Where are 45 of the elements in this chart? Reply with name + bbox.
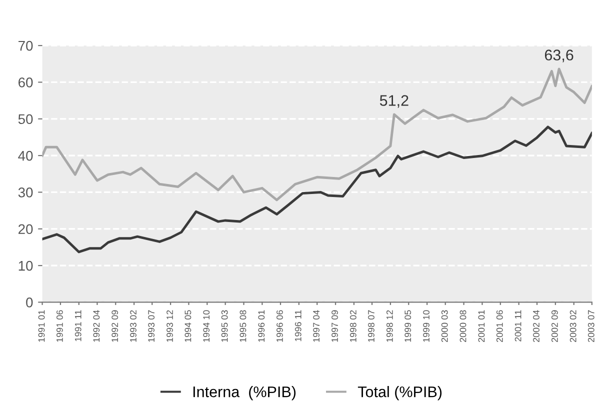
x-tick-label: 1991 06	[56, 310, 63, 342]
x-tick-label: 1995 08	[240, 310, 246, 342]
x-tick-label: 2000 08	[460, 310, 466, 342]
x-tick-label: 1997 09	[332, 310, 338, 342]
x-tick-label: 2003 07	[588, 310, 594, 342]
x-tick-label: 1991 11	[74, 310, 82, 342]
x-tick-label: 1998 07	[368, 310, 374, 342]
x-tick-label: 1993 07	[148, 310, 155, 342]
y-tick-label: 70	[18, 40, 33, 51]
y-tick-label: 10	[18, 260, 33, 271]
x-tick-label: 1997 04	[313, 310, 320, 342]
legend-label: Total (%PIB)	[358, 386, 442, 400]
x-tick-label: 2001 01	[478, 310, 485, 342]
x-tick-label: 1998 02	[350, 310, 356, 342]
x-tick-label: 1994 05	[184, 310, 192, 342]
line-series	[42, 126, 592, 254]
x-tick-label: 2002 09	[551, 310, 558, 342]
annotation: 51,2	[380, 95, 408, 108]
x-tick-label: 2002 04	[533, 310, 540, 342]
y-tick-label: 40	[18, 150, 33, 161]
x-tick-label: 1991 01	[38, 310, 45, 342]
y-tick-label: 50	[18, 114, 33, 124]
x-tick-label: 1996 01	[258, 310, 265, 342]
annotation: 63,6	[544, 50, 574, 62]
y-tick-label: 0	[26, 298, 33, 308]
x-tick-label: 1999 05	[404, 310, 412, 342]
line-series	[42, 68, 592, 202]
y-tick-label: 30	[18, 188, 33, 198]
x-tick-label: 1992 04	[93, 310, 100, 342]
x-tick-label: 2001 11	[514, 310, 522, 342]
x-tick-label: 1999 10	[423, 310, 430, 342]
x-tick-label: 1996 11	[294, 310, 302, 342]
x-tick-label: 1993 12	[166, 310, 173, 342]
x-tick-label: 2000 03	[441, 310, 448, 342]
x-tick-label: 1993 02	[130, 310, 136, 342]
y-tick-label: 60	[18, 78, 33, 88]
legend-label: Interna (%PIB)	[193, 386, 296, 400]
x-tick-label: 1998 12	[386, 310, 393, 342]
x-tick-label: 2001 06	[496, 310, 503, 342]
x-tick-label: 1992 09	[112, 310, 118, 342]
x-tick-label: 1996 06	[276, 310, 283, 342]
x-tick-label: 1994 10	[203, 310, 210, 342]
x-tick-label: 1995 03	[221, 310, 228, 342]
y-tick-label: 20	[18, 224, 33, 234]
x-tick-label: 2003 02	[570, 310, 576, 342]
